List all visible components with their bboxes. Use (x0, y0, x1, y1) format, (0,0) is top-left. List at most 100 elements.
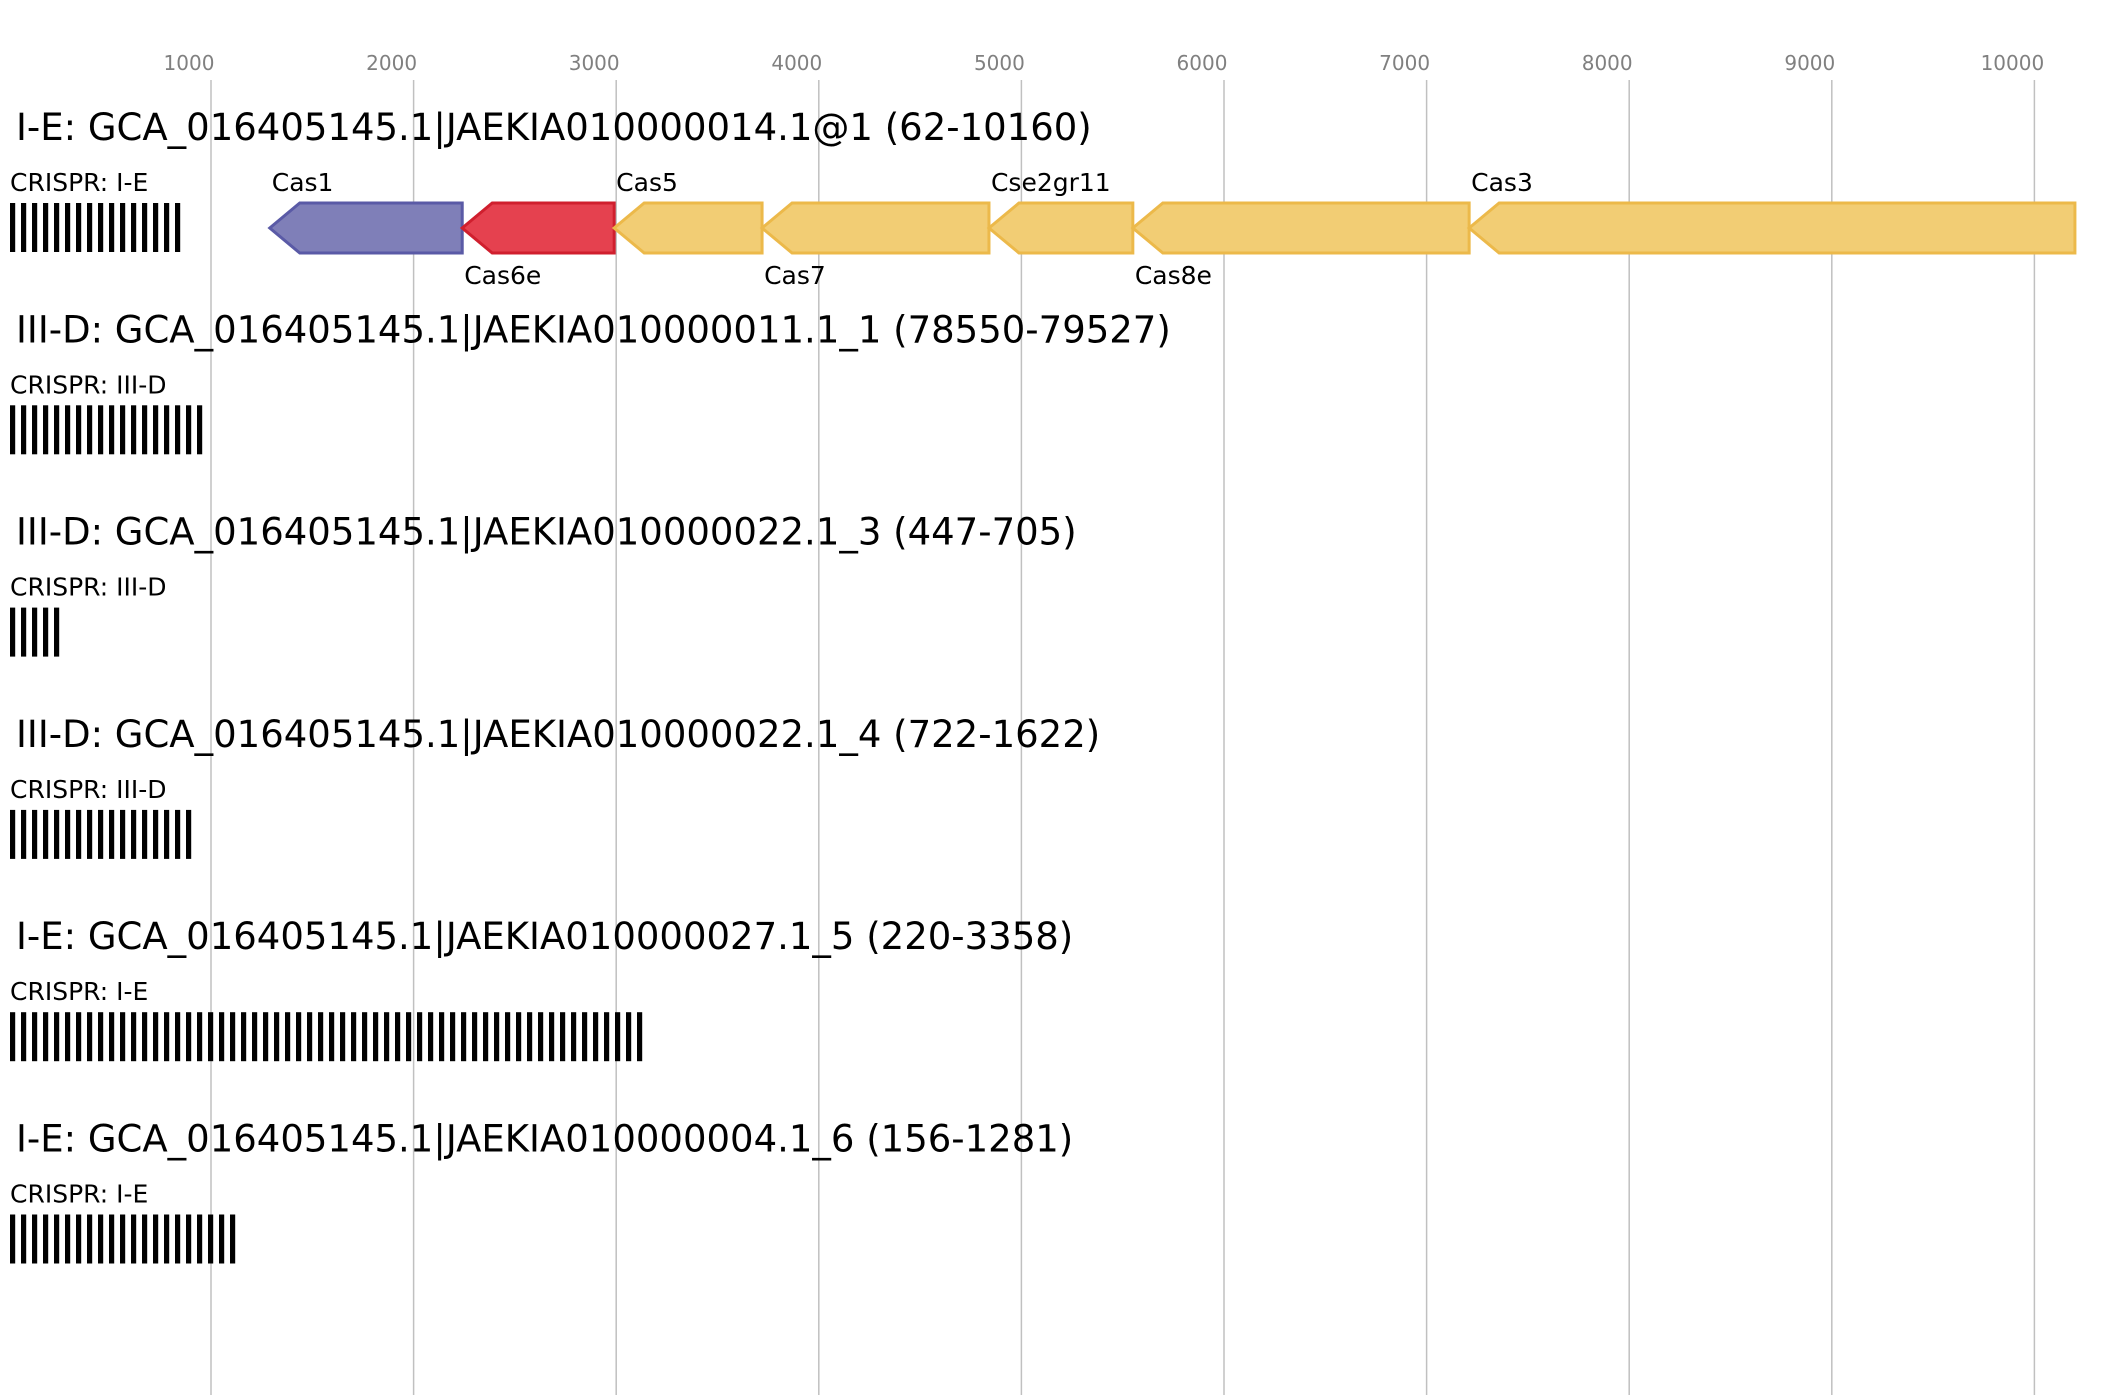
crispr-repeat (153, 405, 159, 455)
crispr-repeat (186, 809, 192, 859)
crispr-label: CRISPR: I-E (10, 1180, 148, 1209)
crispr-repeat (340, 1012, 346, 1062)
crispr-repeat (329, 1012, 335, 1062)
crispr-repeat (10, 405, 16, 455)
crispr-repeat (131, 1214, 137, 1264)
crispr-repeat (32, 809, 38, 859)
crispr-repeat (142, 1012, 148, 1062)
crispr-repeat (32, 1214, 38, 1264)
gene-arrow-cas7 (759, 201, 991, 255)
crispr-repeat (32, 203, 38, 252)
crispr-repeat (32, 607, 38, 657)
crispr-repeat (175, 809, 181, 859)
crispr-repeat (153, 1012, 159, 1062)
crispr-repeat (505, 1012, 511, 1062)
crispr-repeat (439, 1012, 445, 1062)
crispr-repeat (142, 1214, 148, 1264)
gene-label: Cse2gr11 (991, 168, 1111, 197)
crispr-repeat (549, 1012, 555, 1062)
crispr-repeat (131, 809, 137, 859)
crispr-label: CRISPR: I-E (10, 977, 148, 1006)
gene-arrow-cas1 (267, 201, 464, 255)
locus-row: I-E: GCA_016405145.1|JAEKIA010000014.1@1… (10, 106, 2077, 290)
locus-title: III-D: GCA_016405145.1|JAEKIA010000022.1… (16, 511, 1077, 554)
crispr-repeat (131, 405, 137, 455)
crispr-repeat (582, 1012, 588, 1062)
crispr-repeat (472, 1012, 478, 1062)
crispr-repeat (21, 203, 27, 252)
gene-arrow-cas8e (1130, 201, 1471, 255)
crispr-repeat (65, 1012, 71, 1062)
tick-label: 8000 (1582, 51, 1633, 75)
gene-arrow-cas5 (611, 201, 764, 255)
gene-arrow-cse2gr11 (986, 201, 1135, 255)
crispr-repeat (109, 1012, 115, 1062)
crispr-repeat (571, 1012, 577, 1062)
crispr-repeat (164, 405, 170, 455)
locus-row: III-D: GCA_016405145.1|JAEKIA010000011.1… (10, 308, 1171, 455)
crispr-repeat (131, 203, 137, 252)
crispr-repeat (87, 1214, 93, 1264)
crispr-repeat (54, 1012, 60, 1062)
locus-title: I-E: GCA_016405145.1|JAEKIA010000014.1@1… (16, 106, 1092, 149)
crispr-repeat (604, 1012, 610, 1062)
crispr-repeat (208, 1214, 214, 1264)
crispr-repeat (483, 1012, 489, 1062)
crispr-repeat (175, 1012, 181, 1062)
grid-layer: 1000 2000 3000 4000 5000 6000 7000 8000 9000 1000… (164, 51, 2044, 1395)
gene-label: Cas6e (464, 261, 541, 290)
locus-row: I-E: GCA_016405145.1|JAEKIA010000027.1_5… (10, 915, 1073, 1062)
crispr-repeat (252, 1012, 258, 1062)
crispr-repeat (10, 203, 16, 252)
locus-title: III-D: GCA_016405145.1|JAEKIA010000011.1… (16, 308, 1171, 351)
crispr-repeat (637, 1012, 643, 1062)
crispr-repeat (120, 203, 126, 252)
crispr-repeat (230, 1012, 236, 1062)
crispr-repeat (43, 1012, 49, 1062)
crispr-repeat (626, 1012, 632, 1062)
crispr-repeat (10, 607, 16, 657)
gene-label: Cas5 (616, 168, 678, 197)
crispr-repeat (417, 1012, 423, 1062)
crispr-repeat (54, 405, 60, 455)
crispr-repeat (109, 203, 115, 252)
crispr-repeat (219, 1012, 225, 1062)
crispr-repeat (43, 405, 49, 455)
crispr-repeat (54, 809, 60, 859)
crispr-repeat (175, 405, 181, 455)
crispr-repeat (87, 1012, 93, 1062)
crispr-label: CRISPR: III-D (10, 775, 167, 804)
crispr-repeat (142, 809, 148, 859)
crispr-repeat (241, 1012, 247, 1062)
crispr-repeat (461, 1012, 467, 1062)
crispr-repeat (285, 1012, 291, 1062)
crispr-repeat (593, 1012, 599, 1062)
crispr-repeat (208, 1012, 214, 1062)
crispr-repeat (142, 405, 148, 455)
crispr-repeat (164, 809, 170, 859)
tick-label: 3000 (569, 51, 620, 75)
crispr-repeat (230, 1214, 236, 1264)
crispr-repeat (560, 1012, 566, 1062)
crispr-repeat (384, 1012, 390, 1062)
crispr-array (10, 1214, 236, 1264)
locus-title: I-E: GCA_016405145.1|JAEKIA010000027.1_5… (16, 915, 1073, 958)
crispr-repeat (43, 203, 49, 252)
crispr-repeat (428, 1012, 434, 1062)
crispr-repeat (516, 1012, 522, 1062)
crispr-repeat (615, 1012, 621, 1062)
crispr-repeat (21, 1214, 27, 1264)
locus-title: I-E: GCA_016405145.1|JAEKIA010000004.1_6… (16, 1118, 1073, 1161)
crispr-repeat (197, 1214, 203, 1264)
crispr-repeat (296, 1012, 302, 1062)
crispr-repeat (120, 1214, 126, 1264)
crispr-repeat (153, 1214, 159, 1264)
crispr-repeat (21, 607, 27, 657)
tick-label: 2000 (366, 51, 417, 75)
crispr-repeat (109, 405, 115, 455)
crispr-repeat (43, 1214, 49, 1264)
crispr-repeat (351, 1012, 357, 1062)
crispr-repeat (65, 809, 71, 859)
crispr-repeat (131, 1012, 137, 1062)
